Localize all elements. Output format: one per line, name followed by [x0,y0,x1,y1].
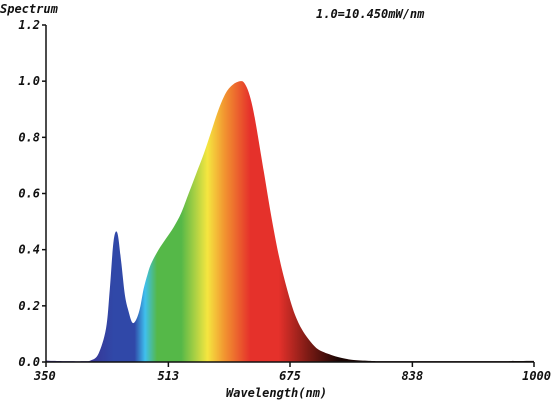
x-tick-label: 675 [279,369,301,383]
y-tick-label: 1.0 [18,74,40,88]
chart-title: Spectrum [0,2,59,16]
y-tick-label: 0.8 [18,130,40,144]
y-tick-label: 0.0 [18,355,40,369]
scale-annotation: 1.0=10.450mW/nm [316,7,425,21]
y-tick-label: 1.2 [18,18,40,32]
x-tick-label: 513 [158,369,180,383]
y-axis-ticks: 0.0 0.2 0.4 0.6 0.8 1.0 1.2 [18,18,46,369]
x-tick-label: 1000 [522,369,551,383]
x-axis-ticks: 350 513 675 838 1000 [33,362,551,383]
spectrum-area [46,81,534,363]
spectrum-area-group [46,81,534,363]
y-tick-label: 0.6 [18,187,40,201]
y-tick-label: 0.4 [18,243,40,257]
x-axis-label: Wavelength(nm) [226,386,327,400]
x-tick-label: 838 [402,369,424,383]
x-tick-label: 350 [33,369,56,383]
y-tick-label: 0.2 [18,299,40,313]
